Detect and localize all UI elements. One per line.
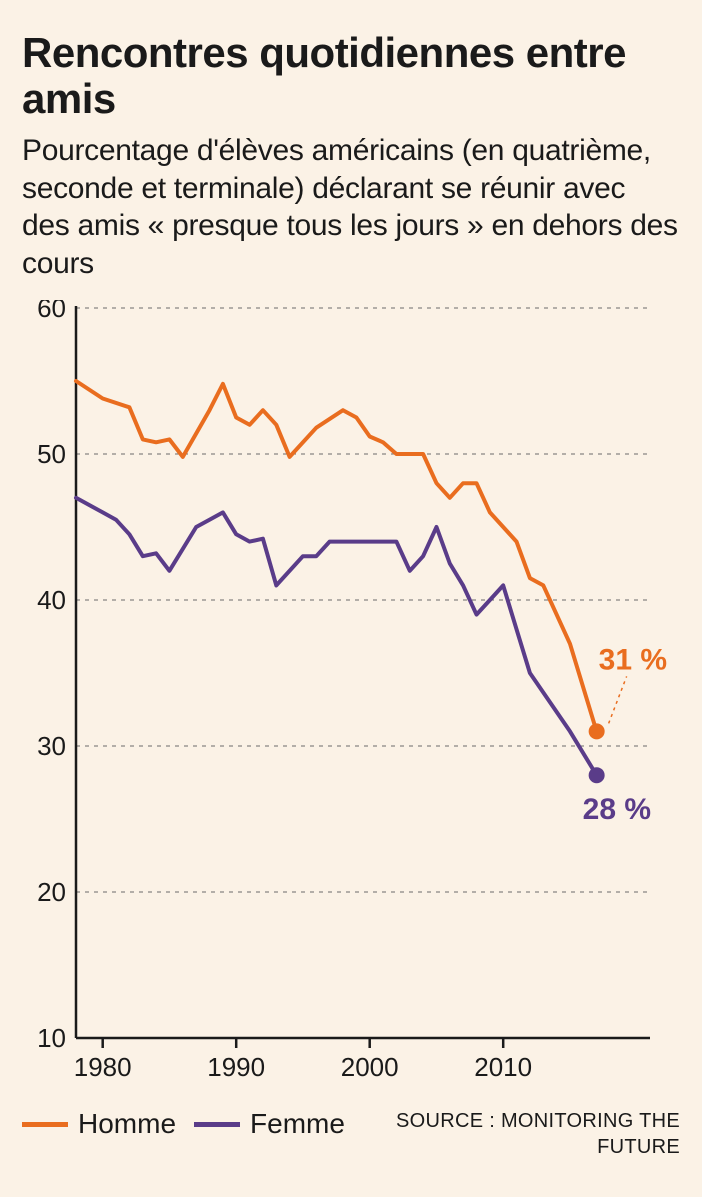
legend-swatch-homme <box>22 1122 68 1127</box>
line-chart-svg: 10 20 30 40 50 60 1980 1990 2000 2010 31 % 28 % <box>22 300 680 1090</box>
legend-row: Homme Femme SOURCE : MONITORING THE FUTU… <box>22 1108 680 1160</box>
svg-text:28 %: 28 % <box>583 794 651 827</box>
svg-text:2010: 2010 <box>474 1052 532 1082</box>
source-text: SOURCE : MONITORING THE FUTURE <box>373 1108 680 1160</box>
svg-text:10: 10 <box>37 1023 66 1053</box>
svg-text:20: 20 <box>37 877 66 907</box>
svg-text:31 %: 31 % <box>599 644 667 677</box>
legend-swatch-femme <box>194 1122 240 1127</box>
svg-text:1980: 1980 <box>74 1052 132 1082</box>
legend-label-homme: Homme <box>78 1108 176 1140</box>
legend-label-femme: Femme <box>250 1108 345 1140</box>
svg-text:2000: 2000 <box>341 1052 399 1082</box>
svg-text:50: 50 <box>37 439 66 469</box>
chart-area: 10 20 30 40 50 60 1980 1990 2000 2010 31 % 28 % <box>22 300 680 1090</box>
legend-item-femme: Femme <box>194 1108 345 1140</box>
chart-title: Rencontres quotidiennes entre amis <box>22 30 680 122</box>
svg-text:40: 40 <box>37 585 66 615</box>
svg-text:60: 60 <box>37 300 66 323</box>
chart-subtitle: Pourcentage d'élèves américains (en quat… <box>22 132 680 282</box>
svg-text:1990: 1990 <box>207 1052 265 1082</box>
legend-items: Homme Femme <box>22 1108 345 1140</box>
legend-item-homme: Homme <box>22 1108 176 1140</box>
svg-text:30: 30 <box>37 731 66 761</box>
